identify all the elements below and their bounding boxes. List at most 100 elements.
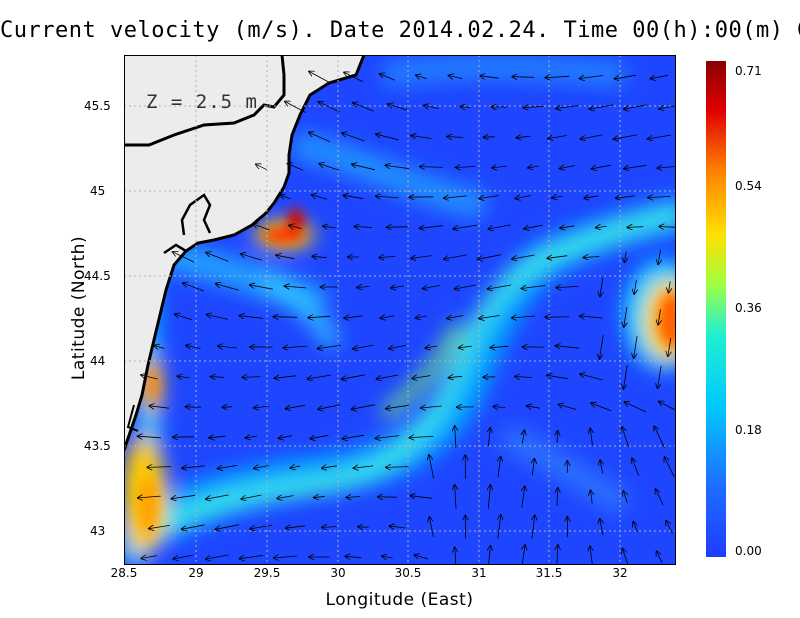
y-tick-label: 45 [90,184,106,198]
velocity-arrow [648,196,671,197]
velocity-arrow [274,556,297,558]
colorbar-tick-label: 0.18 [735,423,762,437]
velocity-arrow [624,365,628,389]
velocity-arrow [343,195,364,198]
velocity-arrow [345,556,362,557]
velocity-arrow [455,284,476,289]
velocity-arrow [388,104,407,111]
velocity-arrow [312,256,327,257]
colorbar-tick-label: 0.36 [735,301,762,315]
velocity-arrow [209,436,226,438]
velocity-arrow [242,377,261,378]
velocity-arrow [625,402,647,413]
velocity-arrow [424,106,439,109]
velocity-arrow [657,166,676,168]
velocity-arrow [625,251,627,262]
velocity-arrow [522,431,524,444]
velocity-arrow [283,346,308,348]
velocity-arrow [138,496,161,498]
velocity-arrow [416,75,427,79]
velocity-arrow [411,136,432,139]
velocity-arrow [591,491,593,504]
x-tick-label: 30.5 [394,566,422,580]
velocity-arrow [455,485,456,509]
velocity-arrow [492,166,507,168]
velocity-arrow [416,316,427,318]
velocity-arrow [591,403,612,412]
velocity-arrow [460,106,471,107]
velocity-arrow [246,436,258,438]
x-tick-label: 30 [330,566,346,580]
velocity-arrow [624,307,627,327]
velocity-arrow [240,554,264,558]
velocity-arrow [581,134,603,139]
velocity-arrow [346,497,361,498]
velocity-arrow [490,346,509,347]
velocity-arrow [651,75,669,78]
velocity-arrow [410,496,433,499]
velocity-arrow [386,165,410,168]
velocity-arrow [449,376,463,377]
velocity-arrow [342,374,366,379]
velocity-arrow [498,515,501,539]
velocity-arrow [429,455,435,479]
velocity-arrow [632,458,640,476]
velocity-arrow [253,224,270,231]
velocity-arrow [420,226,444,229]
velocity-arrow [354,466,374,468]
velocity-arrow [344,316,363,318]
velocity-arrow [240,316,264,319]
velocity-arrow [207,315,228,320]
velocity-arrow [488,284,512,289]
velocity-arrow [357,286,370,287]
velocity-arrow [524,106,544,107]
velocity-arrow [596,226,607,227]
velocity-arrow [512,77,535,78]
velocity-arrow [512,316,535,318]
velocity-arrow [557,488,558,506]
velocity-arrow [615,74,637,79]
velocity-arrow [352,164,375,171]
velocity-arrow [522,486,525,508]
velocity-arrow [273,317,298,318]
velocity-arrow [429,517,434,537]
velocity-arrow [322,466,337,468]
velocity-arrow [624,164,647,168]
velocity-arrow [600,335,604,359]
velocity-arrow [488,485,490,509]
velocity-arrow [557,431,558,444]
velocity-arrow [275,376,297,378]
velocity-arrow [174,554,194,559]
velocity-arrow [478,254,502,260]
velocity-arrow [353,344,374,349]
velocity-arrow [552,196,563,198]
velocity-arrow [623,549,629,565]
velocity-arrow [600,277,603,297]
velocity-arrow [556,346,580,348]
velocity-arrow [310,435,329,438]
velocity-arrow [175,314,192,321]
velocity-arrow [454,224,478,229]
y-tick-label: 44.5 [84,269,111,283]
x-tick-label: 28.5 [110,566,138,580]
velocity-arrow [289,225,302,228]
velocity-arrow [580,76,604,79]
colorbar [706,61,726,557]
colorbar-tick-label: 0.00 [735,544,762,558]
velocity-arrow [524,224,543,229]
velocity-arrow [149,525,170,528]
velocity-arrow [455,426,456,448]
velocity-arrow [386,467,409,468]
x-tick-label: 31 [471,566,487,580]
velocity-arrow [659,227,676,228]
velocity-arrow [659,402,676,411]
velocity-arrow [627,227,644,228]
velocity-arrow [656,489,664,505]
velocity-arrow [216,284,239,291]
velocity-arrow [449,76,463,79]
velocity-arrow [309,72,330,83]
velocity-arrow [479,316,500,319]
velocity-arrow [532,459,534,476]
velocity-arrow [314,496,325,497]
velocity-arrow [186,346,201,349]
